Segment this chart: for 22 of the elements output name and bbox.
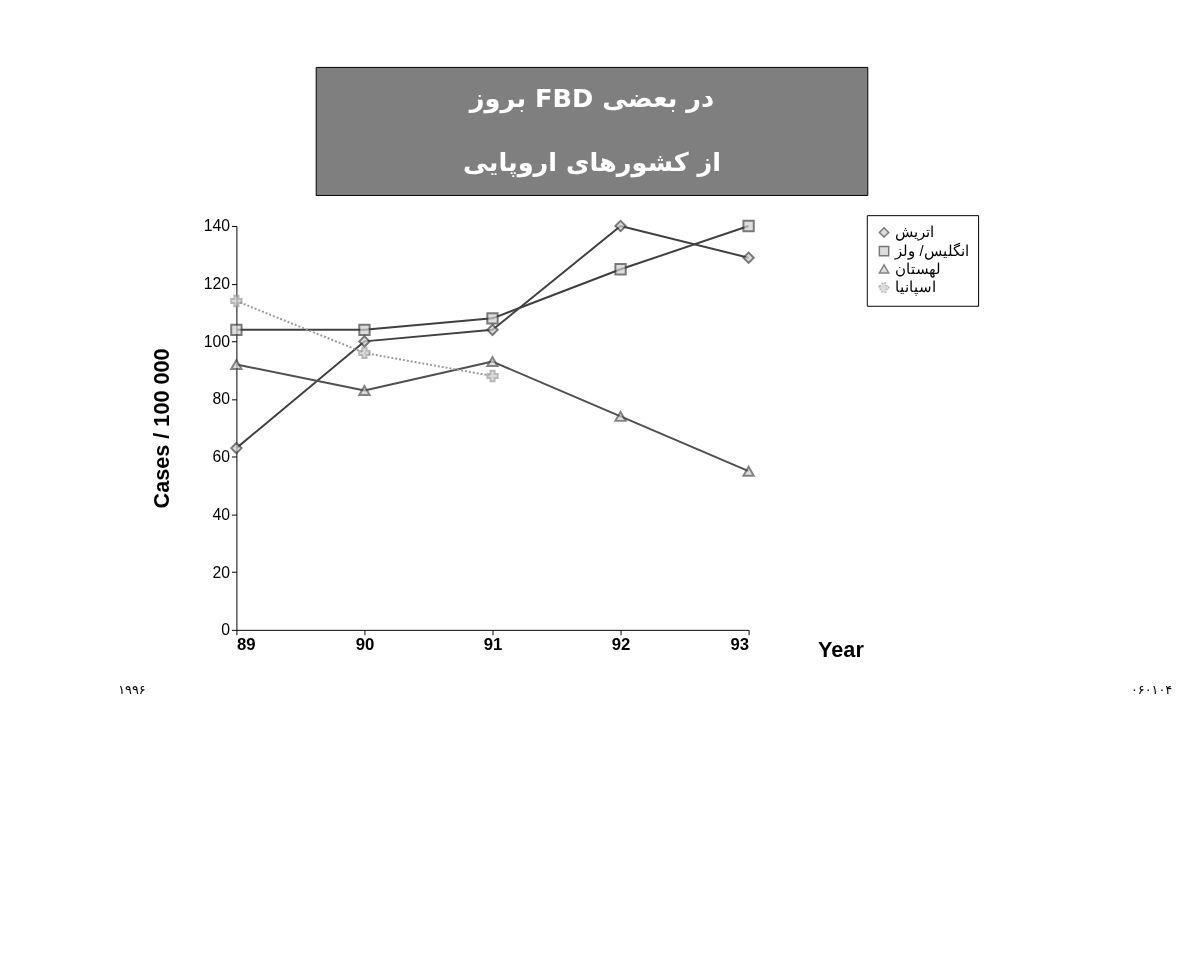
text: ۰۶۰۱۰۴ <box>1130 681 1173 697</box>
legend-label: انگلیس/ ولز <box>894 242 969 261</box>
x-tick-label: 92 <box>611 635 631 655</box>
y-tick-label: 20 <box>212 563 231 581</box>
y-tick-label: 100 <box>203 332 231 350</box>
x-tick-label: 90 <box>355 635 375 655</box>
legend-label: اسپانیا <box>895 279 937 297</box>
y-tick-label: 60 <box>212 448 231 466</box>
x-tick-label: 93 <box>730 635 750 655</box>
y-axis-title: Cases / 100 000 <box>149 348 175 509</box>
x-axis-title: Year <box>818 636 865 662</box>
y-tick-label: 0 <box>221 621 231 639</box>
text: ۱۹۹۶ <box>118 681 146 697</box>
y-tick-label: 80 <box>212 390 231 408</box>
chart-title: بروز FBD در بعضی از کشورهای اروپایی <box>462 83 722 178</box>
y-tick-label: 120 <box>203 275 231 293</box>
x-tick-label: 91 <box>483 635 503 655</box>
y-tick-label: 40 <box>212 505 231 523</box>
legend-label: لهستان <box>895 260 942 278</box>
x-tick-label: 89 <box>236 635 256 655</box>
y-tick-label: 140 <box>203 217 231 235</box>
legend-label: اتریش <box>895 224 935 242</box>
